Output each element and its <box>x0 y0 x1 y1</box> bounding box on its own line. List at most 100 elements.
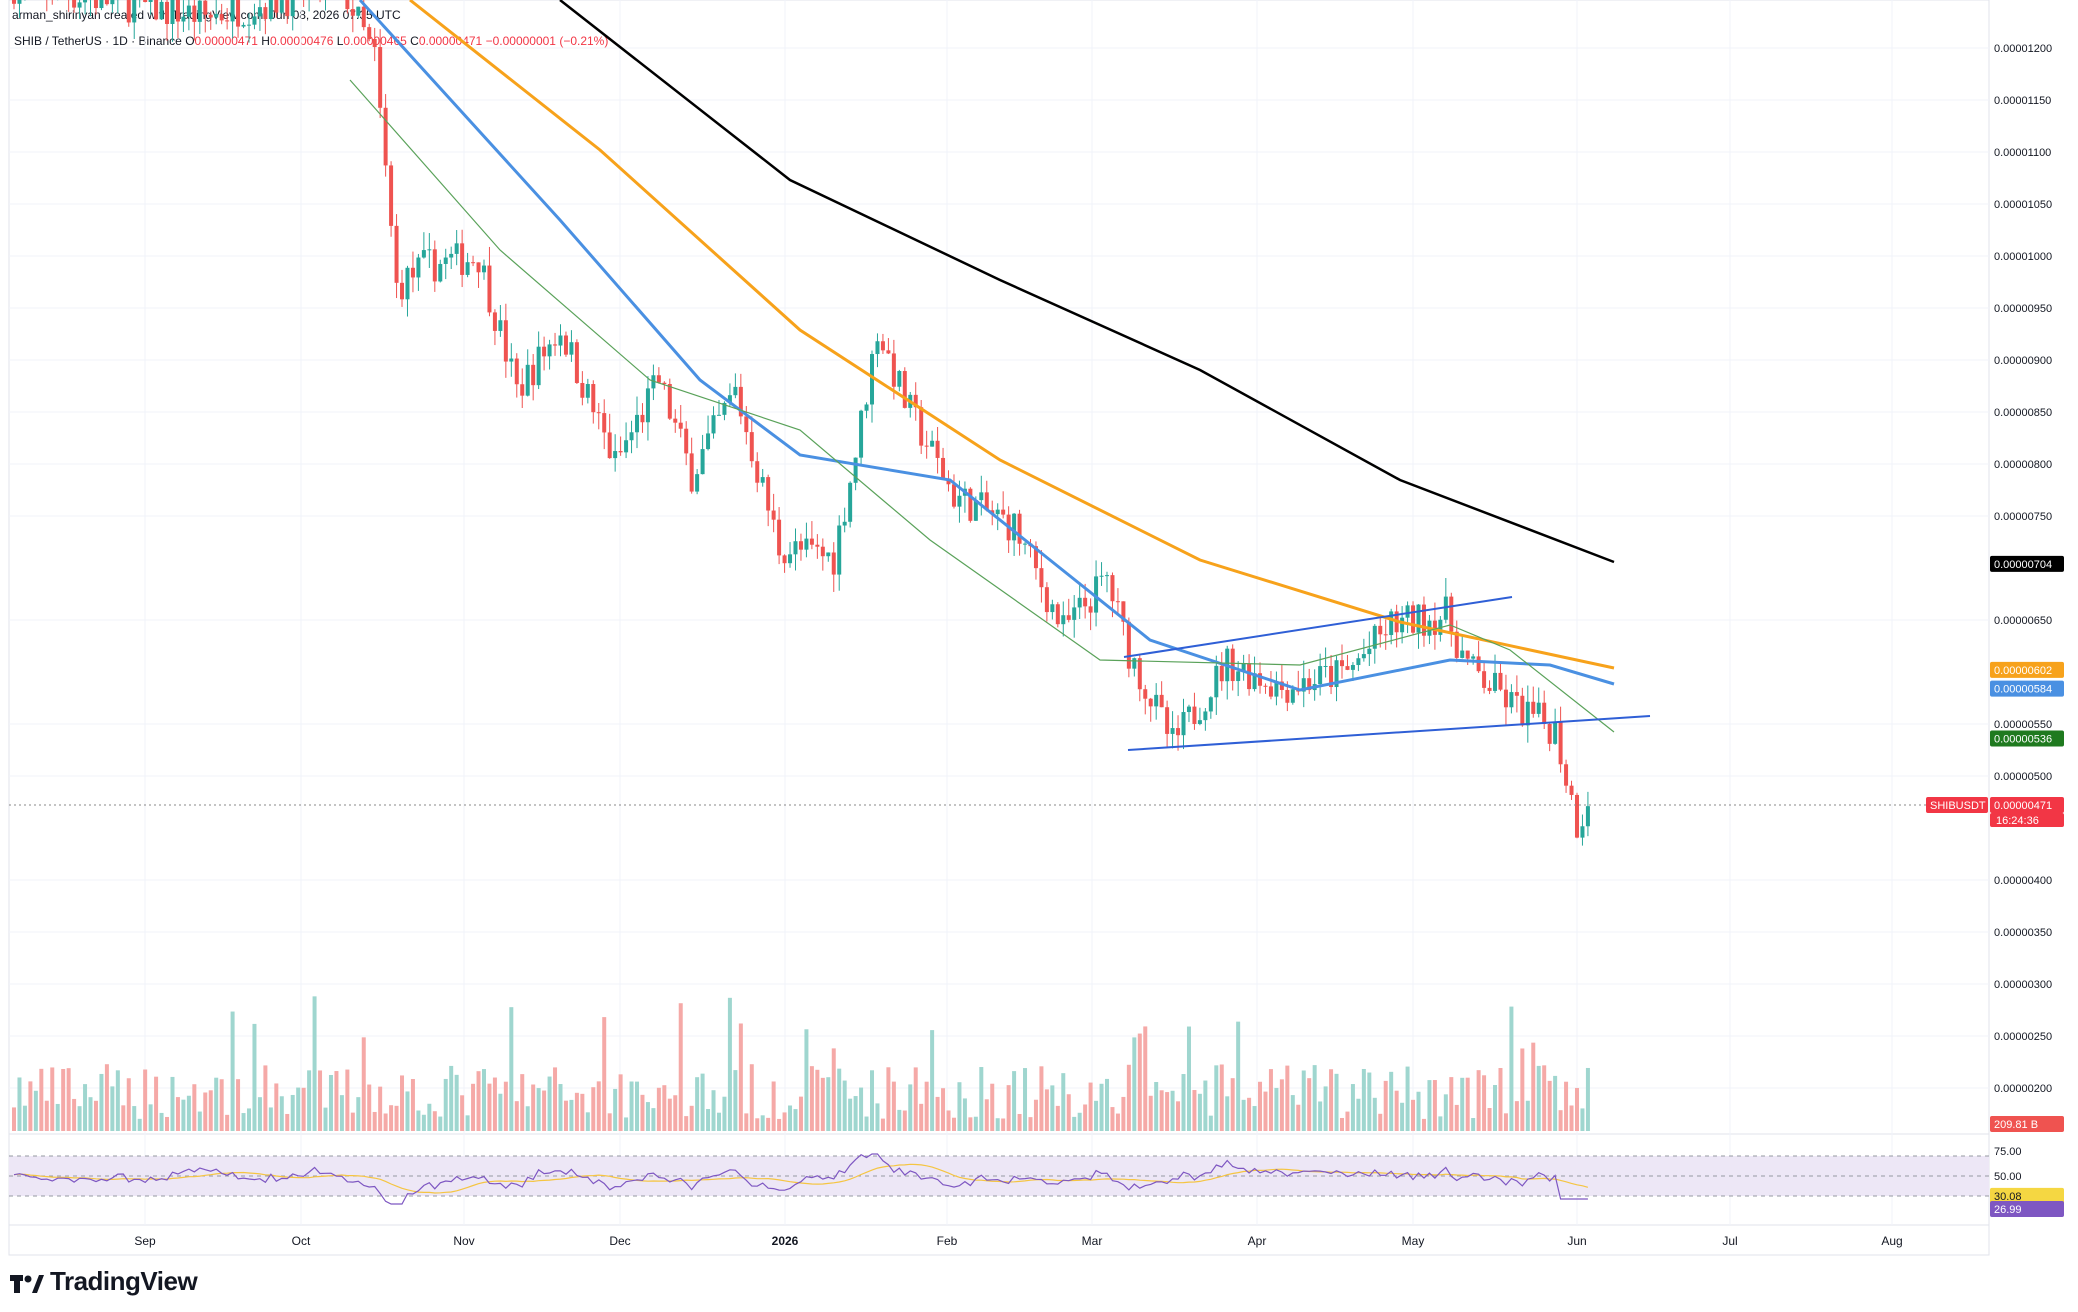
volume-bar <box>263 1065 268 1131</box>
volume-bar <box>192 1084 197 1131</box>
current-price-tag: 0.00000471 <box>1994 800 2052 812</box>
time-axis[interactable]: Sep Oct Nov Dec 2026 Feb Mar Apr May Jun Jul Aug <box>134 1234 1902 1248</box>
volume-bar <box>1372 1097 1377 1131</box>
volume-bar <box>995 1118 1000 1131</box>
volume-bar <box>1350 1084 1355 1131</box>
volume-bar <box>1094 1100 1099 1131</box>
volume-bar <box>44 1100 49 1131</box>
volume-bar <box>1186 1026 1191 1131</box>
candle-body <box>405 267 410 300</box>
candle-body <box>1126 621 1131 669</box>
open-value: 0.00000471 <box>194 34 258 48</box>
volume-bar <box>1421 1118 1426 1131</box>
candle-body <box>487 265 492 313</box>
volume-bar <box>312 996 317 1131</box>
volume-bar <box>673 1095 678 1131</box>
candle-body <box>1083 597 1088 607</box>
volume-bar <box>919 1103 924 1131</box>
candle-body <box>640 414 645 423</box>
volume-bar <box>1569 1105 1574 1131</box>
candle-body <box>1405 605 1410 618</box>
candle-body <box>1165 707 1170 734</box>
candle-body <box>1574 794 1579 838</box>
volume-bar <box>563 1100 568 1131</box>
candle-body <box>1345 666 1350 670</box>
rsi-indicator <box>13 1153 1589 1205</box>
trendlines[interactable] <box>9 596 1989 806</box>
volume-bar <box>607 1113 612 1131</box>
volume-bar <box>285 1113 290 1131</box>
volume-bar <box>1443 1094 1448 1131</box>
candle-body <box>875 341 880 355</box>
rsi-ma-tag: 30.08 <box>1994 1191 2022 1203</box>
price-tick-label: 0.00000500 <box>1994 771 2052 783</box>
volume-bar <box>208 1090 213 1131</box>
candle-body <box>268 0 273 20</box>
candle-body <box>848 482 853 522</box>
candle-body <box>536 346 541 386</box>
price-tick-label: 0.00001100 <box>1994 147 2051 159</box>
candle-body <box>902 371 907 408</box>
volume-bar <box>1012 1071 1017 1131</box>
price-tags: 0.00000704 0.00000602 0.00000584 0.00000536… <box>1926 555 2064 1218</box>
volume-bar <box>1230 1078 1235 1131</box>
volume-bar <box>1159 1090 1164 1131</box>
candle-body <box>481 265 486 273</box>
candle-body <box>1170 728 1175 734</box>
rsi-ma-tag-bg <box>1990 1187 2064 1204</box>
ma-tag-ma100: 0.00000602 <box>1994 665 2052 677</box>
volume-bar <box>935 1096 940 1131</box>
volume-bar <box>1503 1113 1508 1131</box>
tradingview-logo[interactable]: TradingView <box>10 1266 198 1297</box>
ma-tag-ma100-bg <box>1990 661 2064 678</box>
time-tick-label: 2026 <box>772 1234 799 1248</box>
volume-bar <box>159 1112 164 1131</box>
candle-body <box>1017 513 1022 544</box>
price-tick-label: 0.00000250 <box>1994 1031 2052 1043</box>
volume-bar <box>580 1093 585 1131</box>
candle-body <box>859 410 864 458</box>
time-tick-label: May <box>1402 1234 1425 1248</box>
volume-bar <box>738 1023 743 1131</box>
volume-bar <box>110 1086 115 1131</box>
candles[interactable] <box>12 0 1590 846</box>
candle-body <box>716 414 721 416</box>
ma200-line <box>559 0 1615 564</box>
candle-body <box>820 546 825 557</box>
candle-body <box>618 451 623 453</box>
volume-bar <box>1334 1073 1339 1131</box>
price-axis[interactable]: 0.00001200 0.00001150 0.00001100 0.00001050… <box>1994 43 2052 1183</box>
volume-bar <box>777 1118 782 1131</box>
price-tick-label: 0.00001150 <box>1994 95 2051 107</box>
volume-bar <box>1367 1072 1372 1131</box>
volume-bar <box>766 1117 771 1131</box>
candle-body <box>514 358 519 385</box>
volume-bar <box>1493 1085 1498 1131</box>
candle-body <box>361 6 366 28</box>
volume-bar <box>307 1070 312 1131</box>
volume-bar <box>602 1017 607 1131</box>
candle-body <box>246 24 251 26</box>
volume-bar <box>197 1111 202 1131</box>
candle-body <box>410 267 415 278</box>
volume-bar <box>1416 1091 1421 1131</box>
volume-bar <box>1514 1101 1519 1131</box>
volume-tag: 209.81 B <box>1994 1119 2038 1131</box>
candle-body <box>1487 687 1492 691</box>
candle-body <box>782 555 787 564</box>
volume-bar <box>1072 1116 1077 1131</box>
volume-bar <box>689 1105 694 1131</box>
volume-bar <box>345 1069 350 1131</box>
volume-bars <box>12 996 1590 1131</box>
candle-body <box>1564 764 1569 786</box>
volume-bar <box>1553 1075 1558 1131</box>
volume-bar <box>1318 1101 1323 1131</box>
ma20-line <box>349 79 1615 733</box>
volume-bar <box>656 1087 661 1131</box>
candle-body <box>509 358 514 362</box>
volume-bar <box>613 1088 618 1131</box>
volume-bar <box>1176 1101 1181 1131</box>
symbol-tag: SHIBUSDT <box>1930 800 1986 812</box>
candle-body <box>503 320 508 362</box>
